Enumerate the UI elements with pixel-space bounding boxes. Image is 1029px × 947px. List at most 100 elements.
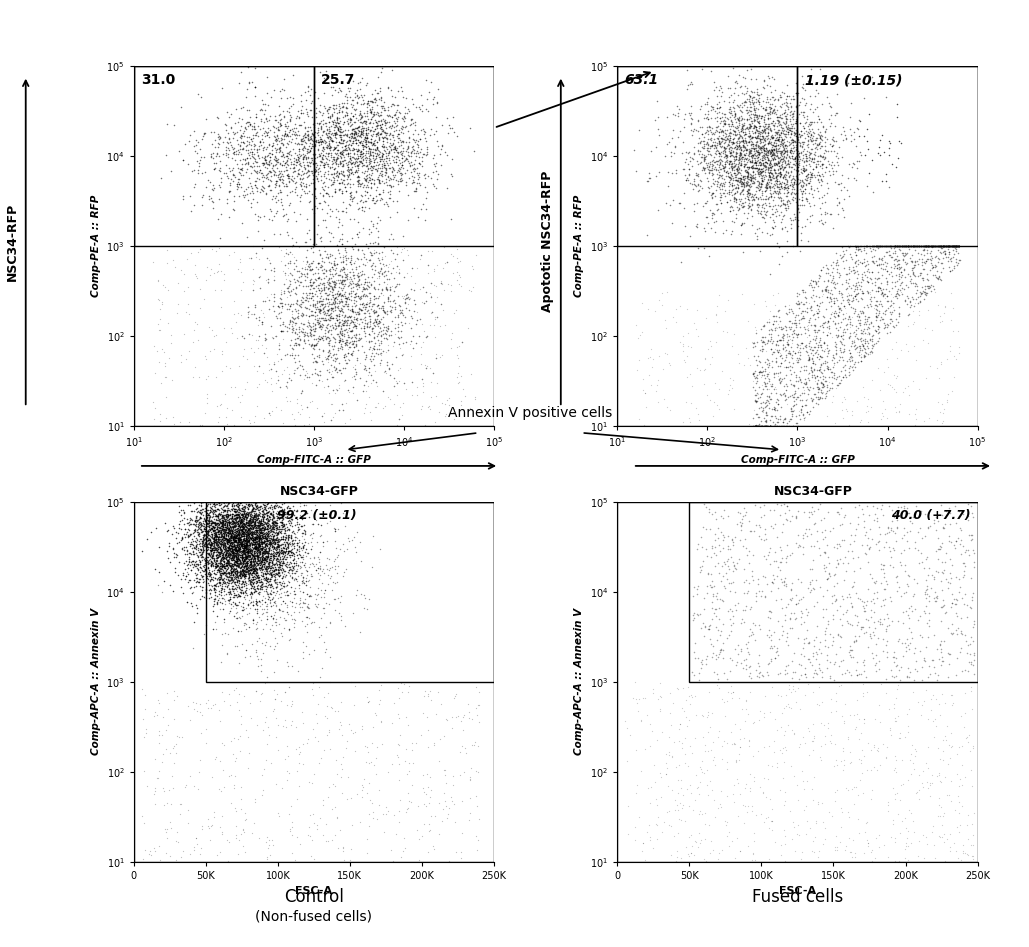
Point bbox=[799, 305, 815, 320]
Point bbox=[795, 781, 812, 796]
Point bbox=[204, 522, 220, 537]
Point bbox=[873, 287, 889, 302]
Point bbox=[779, 111, 795, 126]
Point bbox=[328, 290, 345, 305]
Point bbox=[219, 491, 236, 507]
Point bbox=[921, 239, 937, 254]
Point bbox=[259, 830, 276, 845]
Point bbox=[271, 335, 287, 350]
Point bbox=[769, 124, 785, 139]
Point bbox=[850, 788, 866, 803]
Point bbox=[232, 491, 248, 507]
Point bbox=[948, 239, 964, 254]
Point bbox=[837, 301, 853, 316]
Point bbox=[251, 534, 268, 549]
Point bbox=[196, 504, 212, 519]
Point bbox=[247, 539, 263, 554]
Point bbox=[393, 148, 410, 163]
Point bbox=[711, 115, 728, 130]
Point bbox=[249, 517, 265, 532]
Point bbox=[336, 114, 353, 129]
Point bbox=[426, 738, 442, 753]
Point bbox=[243, 527, 259, 543]
Point bbox=[784, 170, 801, 186]
Point bbox=[741, 134, 757, 150]
Point bbox=[921, 606, 937, 621]
Point bbox=[801, 366, 817, 382]
Point bbox=[314, 319, 330, 334]
Point bbox=[784, 177, 801, 192]
Point bbox=[242, 516, 258, 531]
Point bbox=[259, 520, 276, 535]
Point bbox=[331, 309, 348, 324]
Point bbox=[887, 760, 903, 776]
Point bbox=[335, 536, 352, 551]
Point bbox=[790, 828, 807, 843]
Point bbox=[371, 117, 388, 133]
Point bbox=[822, 291, 839, 306]
Point bbox=[255, 535, 272, 550]
Point bbox=[332, 255, 349, 270]
Point bbox=[353, 203, 369, 218]
Point bbox=[356, 96, 372, 111]
Point bbox=[703, 188, 719, 203]
Point bbox=[258, 574, 275, 589]
Point bbox=[739, 177, 755, 192]
Point bbox=[154, 584, 171, 599]
Point bbox=[825, 540, 842, 555]
Point bbox=[316, 307, 332, 322]
Point bbox=[716, 164, 733, 179]
Point bbox=[218, 535, 235, 550]
Point bbox=[777, 197, 793, 212]
Point bbox=[393, 675, 410, 690]
Point bbox=[658, 766, 674, 781]
Point bbox=[271, 540, 287, 555]
Point bbox=[759, 111, 776, 126]
Point bbox=[227, 504, 244, 519]
Point bbox=[323, 259, 340, 275]
Point bbox=[388, 112, 404, 127]
Point bbox=[795, 160, 812, 175]
Point bbox=[404, 97, 421, 112]
Point bbox=[186, 558, 203, 573]
Point bbox=[313, 271, 329, 286]
Point bbox=[240, 597, 256, 612]
Point bbox=[779, 101, 795, 116]
Point bbox=[375, 138, 391, 153]
Point bbox=[276, 611, 292, 626]
Point bbox=[753, 176, 770, 191]
Point bbox=[198, 549, 214, 564]
Point bbox=[202, 344, 218, 359]
Point bbox=[236, 534, 252, 549]
Point bbox=[273, 550, 289, 565]
Point bbox=[777, 663, 793, 678]
Point bbox=[774, 350, 790, 366]
Point bbox=[217, 526, 234, 541]
Point bbox=[358, 134, 375, 150]
Point bbox=[322, 700, 339, 715]
Point bbox=[731, 151, 747, 166]
Point bbox=[797, 321, 814, 336]
Point bbox=[280, 573, 296, 588]
Point bbox=[224, 545, 241, 561]
Point bbox=[713, 178, 730, 193]
Point bbox=[211, 523, 227, 538]
Point bbox=[759, 656, 776, 671]
Point bbox=[192, 522, 209, 537]
Point bbox=[342, 111, 358, 126]
Point bbox=[343, 161, 359, 176]
Point bbox=[749, 204, 766, 219]
Point bbox=[643, 779, 660, 795]
Point bbox=[366, 262, 383, 277]
Point bbox=[323, 156, 340, 171]
Point bbox=[716, 555, 733, 570]
Point bbox=[752, 509, 769, 525]
Point bbox=[225, 590, 242, 605]
Point bbox=[294, 596, 311, 611]
Point bbox=[253, 554, 270, 569]
Point bbox=[348, 132, 364, 147]
Point bbox=[205, 503, 221, 518]
Point bbox=[238, 538, 254, 553]
Point bbox=[379, 130, 395, 145]
Point bbox=[332, 294, 349, 309]
